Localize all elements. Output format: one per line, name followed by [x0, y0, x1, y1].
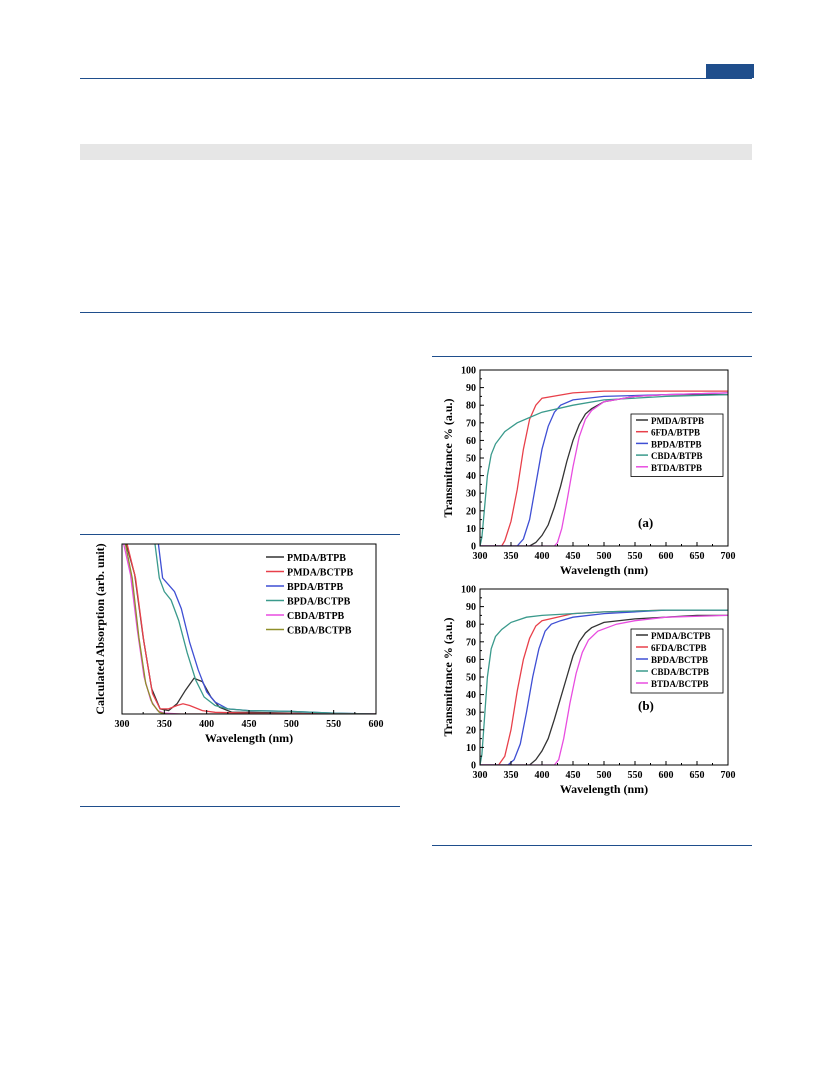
- y-tick-label: 60: [466, 436, 476, 447]
- x-tick-label: 650: [690, 770, 705, 781]
- x-axis-label: Wavelength (nm): [560, 563, 648, 577]
- legend-label: PMDA/BTPB: [287, 553, 346, 564]
- y-axis-label: Transmittance % (a.u.): [441, 617, 455, 736]
- series-line-btda-bctpb: [480, 614, 728, 765]
- legend-label: BTDA/BCTPB: [651, 679, 709, 689]
- x-tick-label: 350: [157, 719, 172, 730]
- figure-left-top-rule: [80, 534, 400, 535]
- x-tick-label: 400: [199, 719, 214, 730]
- x-tick-label: 450: [242, 719, 257, 730]
- y-tick-label: 50: [466, 454, 476, 465]
- x-axis-label: Wavelength (nm): [560, 782, 648, 796]
- legend-label: PMDA/BCTPB: [651, 631, 711, 641]
- legend-label: CBDA/BCTPB: [651, 667, 709, 677]
- legend-label: BTDA/BTPB: [651, 463, 702, 473]
- x-tick-label: 500: [284, 719, 299, 730]
- x-tick-label: 700: [721, 551, 736, 562]
- y-tick-label: 50: [466, 673, 476, 684]
- y-tick-label: 20: [466, 506, 476, 517]
- y-tick-label: 30: [466, 489, 476, 500]
- y-tick-label: 10: [466, 743, 476, 754]
- x-axis-label: Wavelength (nm): [205, 731, 293, 745]
- transmittance-chart-b: 300 350 400 450 500 550 600 650 700 0 10 20 30 40 50 60…: [441, 585, 736, 797]
- y-tick-label: 20: [466, 725, 476, 736]
- y-tick-label: 100: [461, 585, 476, 596]
- y-tick-label: 0: [471, 761, 476, 772]
- x-tick-label: 400: [535, 551, 550, 562]
- x-tick-label: 450: [566, 770, 581, 781]
- y-tick-label: 60: [466, 655, 476, 666]
- series-line-cbda-btpb: [480, 393, 728, 546]
- legend-label: BPDA/BTPB: [651, 439, 702, 449]
- header-rule: [80, 78, 752, 79]
- x-tick-label: 600: [659, 551, 674, 562]
- series-line-bpda-btpb: [480, 392, 728, 546]
- absorption-chart: 300 350 400 450 500 550 600 Wavelength (nm) Calc…: [93, 543, 384, 745]
- header-tab: [706, 64, 754, 78]
- series-line-bpda-bctpb: [480, 609, 728, 765]
- section-rule: [80, 312, 752, 313]
- x-tick-label: 550: [628, 551, 643, 562]
- panel-label: (b): [638, 698, 654, 713]
- x-tick-label: 450: [566, 551, 581, 562]
- figure-left-bottom-rule: [80, 806, 400, 807]
- x-tick-label: 550: [628, 770, 643, 781]
- legend-label: CBDA/BTPB: [287, 611, 345, 622]
- y-axis-label: Calculated Absorption (arb. unit): [93, 543, 107, 714]
- x-tick-label: 500: [597, 551, 612, 562]
- panel-label: (a): [638, 515, 653, 530]
- legend-label: PMDA/BCTPB: [287, 568, 353, 579]
- series-line-btda-btpb: [480, 392, 728, 546]
- x-tick-label: 600: [369, 719, 384, 730]
- transmittance-chart-a: 300 350 400 450 500 550 600 650 700 0 10 20 30 40 50 60…: [441, 366, 736, 578]
- legend-label: CBDA/BCTPB: [287, 626, 352, 637]
- series-line-6fda-btpb: [480, 390, 728, 546]
- legend-label: PMDA/BTPB: [651, 416, 704, 426]
- y-tick-label: 70: [466, 418, 476, 429]
- x-tick-label: 600: [659, 770, 674, 781]
- y-tick-label: 10: [466, 524, 476, 535]
- y-tick-label: 80: [466, 401, 476, 412]
- figure-a-top-rule: [432, 356, 752, 357]
- y-axis-label: Transmittance % (a.u.): [441, 398, 455, 517]
- x-tick-label: 400: [535, 770, 550, 781]
- legend-label: BPDA/BCTPB: [651, 655, 708, 665]
- y-tick-label: 90: [466, 602, 476, 613]
- figure-b-bottom-rule: [432, 845, 752, 846]
- x-tick-label: 300: [473, 770, 488, 781]
- x-tick-label: 300: [473, 551, 488, 562]
- legend-label: BPDA/BCTPB: [287, 597, 351, 608]
- legend-label: CBDA/BTPB: [651, 451, 703, 461]
- y-tick-label: 40: [466, 471, 476, 482]
- legend-label: BPDA/BTPB: [287, 582, 343, 593]
- legend-label: 6FDA/BCTPB: [651, 643, 707, 653]
- x-tick-label: 550: [326, 719, 341, 730]
- y-tick-label: 80: [466, 620, 476, 631]
- series-line-cbda-bctpb: [480, 609, 728, 765]
- series-line-pmda-bctpb: [480, 614, 728, 765]
- x-tick-label: 650: [690, 551, 705, 562]
- series-line-bpda-bctpb: [154, 544, 376, 714]
- y-tick-label: 30: [466, 708, 476, 719]
- legend-label: 6FDA/BTPB: [651, 428, 700, 438]
- x-tick-label: 350: [504, 770, 519, 781]
- x-tick-label: 300: [115, 719, 130, 730]
- y-tick-label: 90: [466, 383, 476, 394]
- x-tick-label: 500: [597, 770, 612, 781]
- y-tick-label: 40: [466, 690, 476, 701]
- x-tick-label: 700: [721, 770, 736, 781]
- y-tick-label: 100: [461, 366, 476, 377]
- y-tick-label: 0: [471, 542, 476, 553]
- gray-band: [80, 144, 752, 160]
- y-tick-label: 70: [466, 637, 476, 648]
- x-tick-label: 350: [504, 551, 519, 562]
